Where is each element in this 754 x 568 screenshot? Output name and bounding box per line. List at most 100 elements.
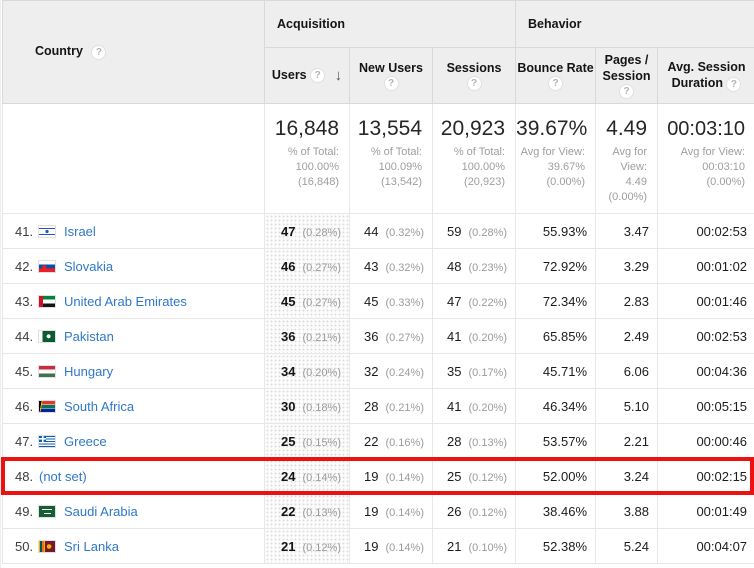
country-link[interactable]: South Africa <box>64 398 135 414</box>
help-icon[interactable]: ? <box>548 76 564 92</box>
help-icon[interactable]: ? <box>726 76 742 92</box>
new-users-value: 32 <box>364 363 379 379</box>
bounce-rate-cell: 72.34% <box>515 283 597 319</box>
country-flag-icon <box>39 540 55 552</box>
sessions-value: 26 <box>447 503 462 519</box>
users-cell: 30 (0.18%) <box>264 388 350 424</box>
avg-session-duration-value: 00:02:15 <box>696 468 748 484</box>
new-users-percent: (0.14%) <box>385 506 424 519</box>
country-link[interactable]: United Arab Emirates <box>64 293 187 309</box>
table-row: 42. Slovakia 46 (0.27%) 43 (0.32%) 48 (0.23%… <box>2 248 754 284</box>
country-flag-icon <box>39 365 55 377</box>
sort-descending-icon[interactable]: ↓ <box>334 67 343 84</box>
new-users-value: 36 <box>364 328 379 344</box>
new-users-percent: (0.14%) <box>385 541 424 554</box>
sessions-percent: (0.17%) <box>468 366 508 379</box>
help-icon[interactable]: ? <box>310 68 326 83</box>
help-icon[interactable]: ? <box>466 76 482 92</box>
new-users-value: 22 <box>364 433 379 449</box>
new-users-cell: 19 (0.14%) <box>349 458 433 494</box>
sessions-value: 25 <box>447 468 462 484</box>
summary-sessions-caption: % of Total: 100.00% (20,923) <box>453 146 506 188</box>
users-percent: (0.18%) <box>302 401 341 414</box>
sessions-cell: 21 (0.10%) <box>431 528 517 564</box>
summary-pages-session: 4.49 Avg for View: 4.49 (0.00%) <box>595 103 659 214</box>
new-users-percent: (0.27%) <box>385 331 424 344</box>
pages-session-cell: 5.10 <box>595 388 659 424</box>
pages-session-value: 2.21 <box>623 433 650 449</box>
new-users-cell: 32 (0.24%) <box>349 353 433 389</box>
sessions-value: 47 <box>447 293 462 309</box>
bounce-rate-value: 38.46% <box>542 503 588 519</box>
sessions-value: 28 <box>447 433 462 449</box>
sessions-percent: (0.20%) <box>468 331 508 344</box>
new-users-value: 28 <box>364 398 379 414</box>
column-header-sessions[interactable]: Sessions ? <box>431 47 517 104</box>
users-percent: (0.28%) <box>302 226 341 239</box>
new-users-cell: 44 (0.32%) <box>349 213 433 249</box>
avg-session-duration-value: 00:02:53 <box>696 223 748 239</box>
sessions-value: 41 <box>447 398 462 414</box>
bounce-rate-value: 46.34% <box>542 398 588 414</box>
avg-session-duration-value: 00:02:53 <box>696 328 748 344</box>
sessions-cell: 47 (0.22%) <box>431 283 517 319</box>
new-users-percent: (0.24%) <box>385 366 424 379</box>
country-link[interactable]: Pakistan <box>64 328 114 344</box>
column-header-avg-session-duration[interactable]: Avg. Session Duration ? <box>657 47 754 104</box>
summary-new-users-value: 13,554 <box>357 117 422 140</box>
group-header-acquisition: Acquisition <box>263 0 517 48</box>
help-icon[interactable]: ? <box>91 44 107 60</box>
bounce-rate-cell: 72.92% <box>515 248 597 284</box>
country-link[interactable]: Saudi Arabia <box>64 503 138 519</box>
country-link[interactable]: Israel <box>64 223 96 239</box>
summary-avg-session-duration-caption: Avg for View: 00:03:10 (0.00%) <box>680 146 746 188</box>
sessions-value: 59 <box>447 223 462 239</box>
avg-session-duration-value: 00:01:02 <box>696 258 748 274</box>
new-users-value: 43 <box>364 258 379 274</box>
sessions-cell: 25 (0.12%) <box>431 458 517 494</box>
pages-session-cell: 6.06 <box>595 353 659 389</box>
users-cell: 45 (0.27%) <box>264 283 350 319</box>
column-header-users[interactable]: Users ? ↓ <box>264 47 350 104</box>
help-icon[interactable]: ? <box>383 76 399 92</box>
sessions-percent: (0.12%) <box>468 471 508 484</box>
row-rank: 49. <box>15 503 34 519</box>
users-value: 21 <box>281 538 296 554</box>
users-value: 25 <box>281 433 296 449</box>
help-icon[interactable]: ? <box>619 84 635 100</box>
column-header-bounce-rate[interactable]: Bounce Rate ? <box>515 47 597 104</box>
avg-session-duration-value: 00:01:49 <box>696 503 748 519</box>
bounce-rate-value: 65.85% <box>542 328 588 344</box>
sessions-percent: (0.12%) <box>468 506 508 519</box>
new-users-cell: 22 (0.16%) <box>349 423 433 459</box>
avg-session-duration-cell: 00:05:15 <box>657 388 754 424</box>
avg-session-duration-header-label: Avg. Session Duration <box>667 60 746 91</box>
sessions-value: 48 <box>447 258 462 274</box>
column-header-new-users[interactable]: New Users ? <box>349 47 433 104</box>
row-rank: 50. <box>15 538 34 554</box>
column-header-pages-session[interactable]: Pages / Session ? <box>595 47 659 104</box>
country-link[interactable]: (not set) <box>39 468 87 484</box>
users-percent: (0.13%) <box>302 506 341 519</box>
users-value: 47 <box>281 223 296 239</box>
users-percent: (0.12%) <box>302 541 341 554</box>
country-flag-icon <box>39 260 55 272</box>
bounce-rate-value: 52.38% <box>542 538 588 554</box>
country-link[interactable]: Slovakia <box>64 258 114 274</box>
column-header-country[interactable]: Country ? <box>2 0 265 104</box>
avg-session-duration-value: 00:05:15 <box>696 398 748 414</box>
country-link[interactable]: Sri Lanka <box>64 538 119 554</box>
summary-bounce-rate: 39.67% Avg for View: 39.67% (0.00%) <box>515 103 597 214</box>
avg-session-duration-value: 00:00:46 <box>696 433 748 449</box>
bounce-rate-cell: 38.46% <box>515 493 597 529</box>
country-link[interactable]: Greece <box>64 433 107 449</box>
users-cell: 21 (0.12%) <box>264 528 350 564</box>
new-users-cell: 36 (0.27%) <box>349 318 433 354</box>
table-row: 44. Pakistan 36 (0.21%) 36 (0.27%) 41 (0.20%… <box>2 318 754 354</box>
country-flag-icon <box>39 505 55 517</box>
new-users-cell: 19 (0.14%) <box>349 528 433 564</box>
avg-session-duration-cell: 00:04:36 <box>657 353 754 389</box>
users-percent: (0.27%) <box>302 261 341 274</box>
country-link[interactable]: Hungary <box>64 363 114 379</box>
